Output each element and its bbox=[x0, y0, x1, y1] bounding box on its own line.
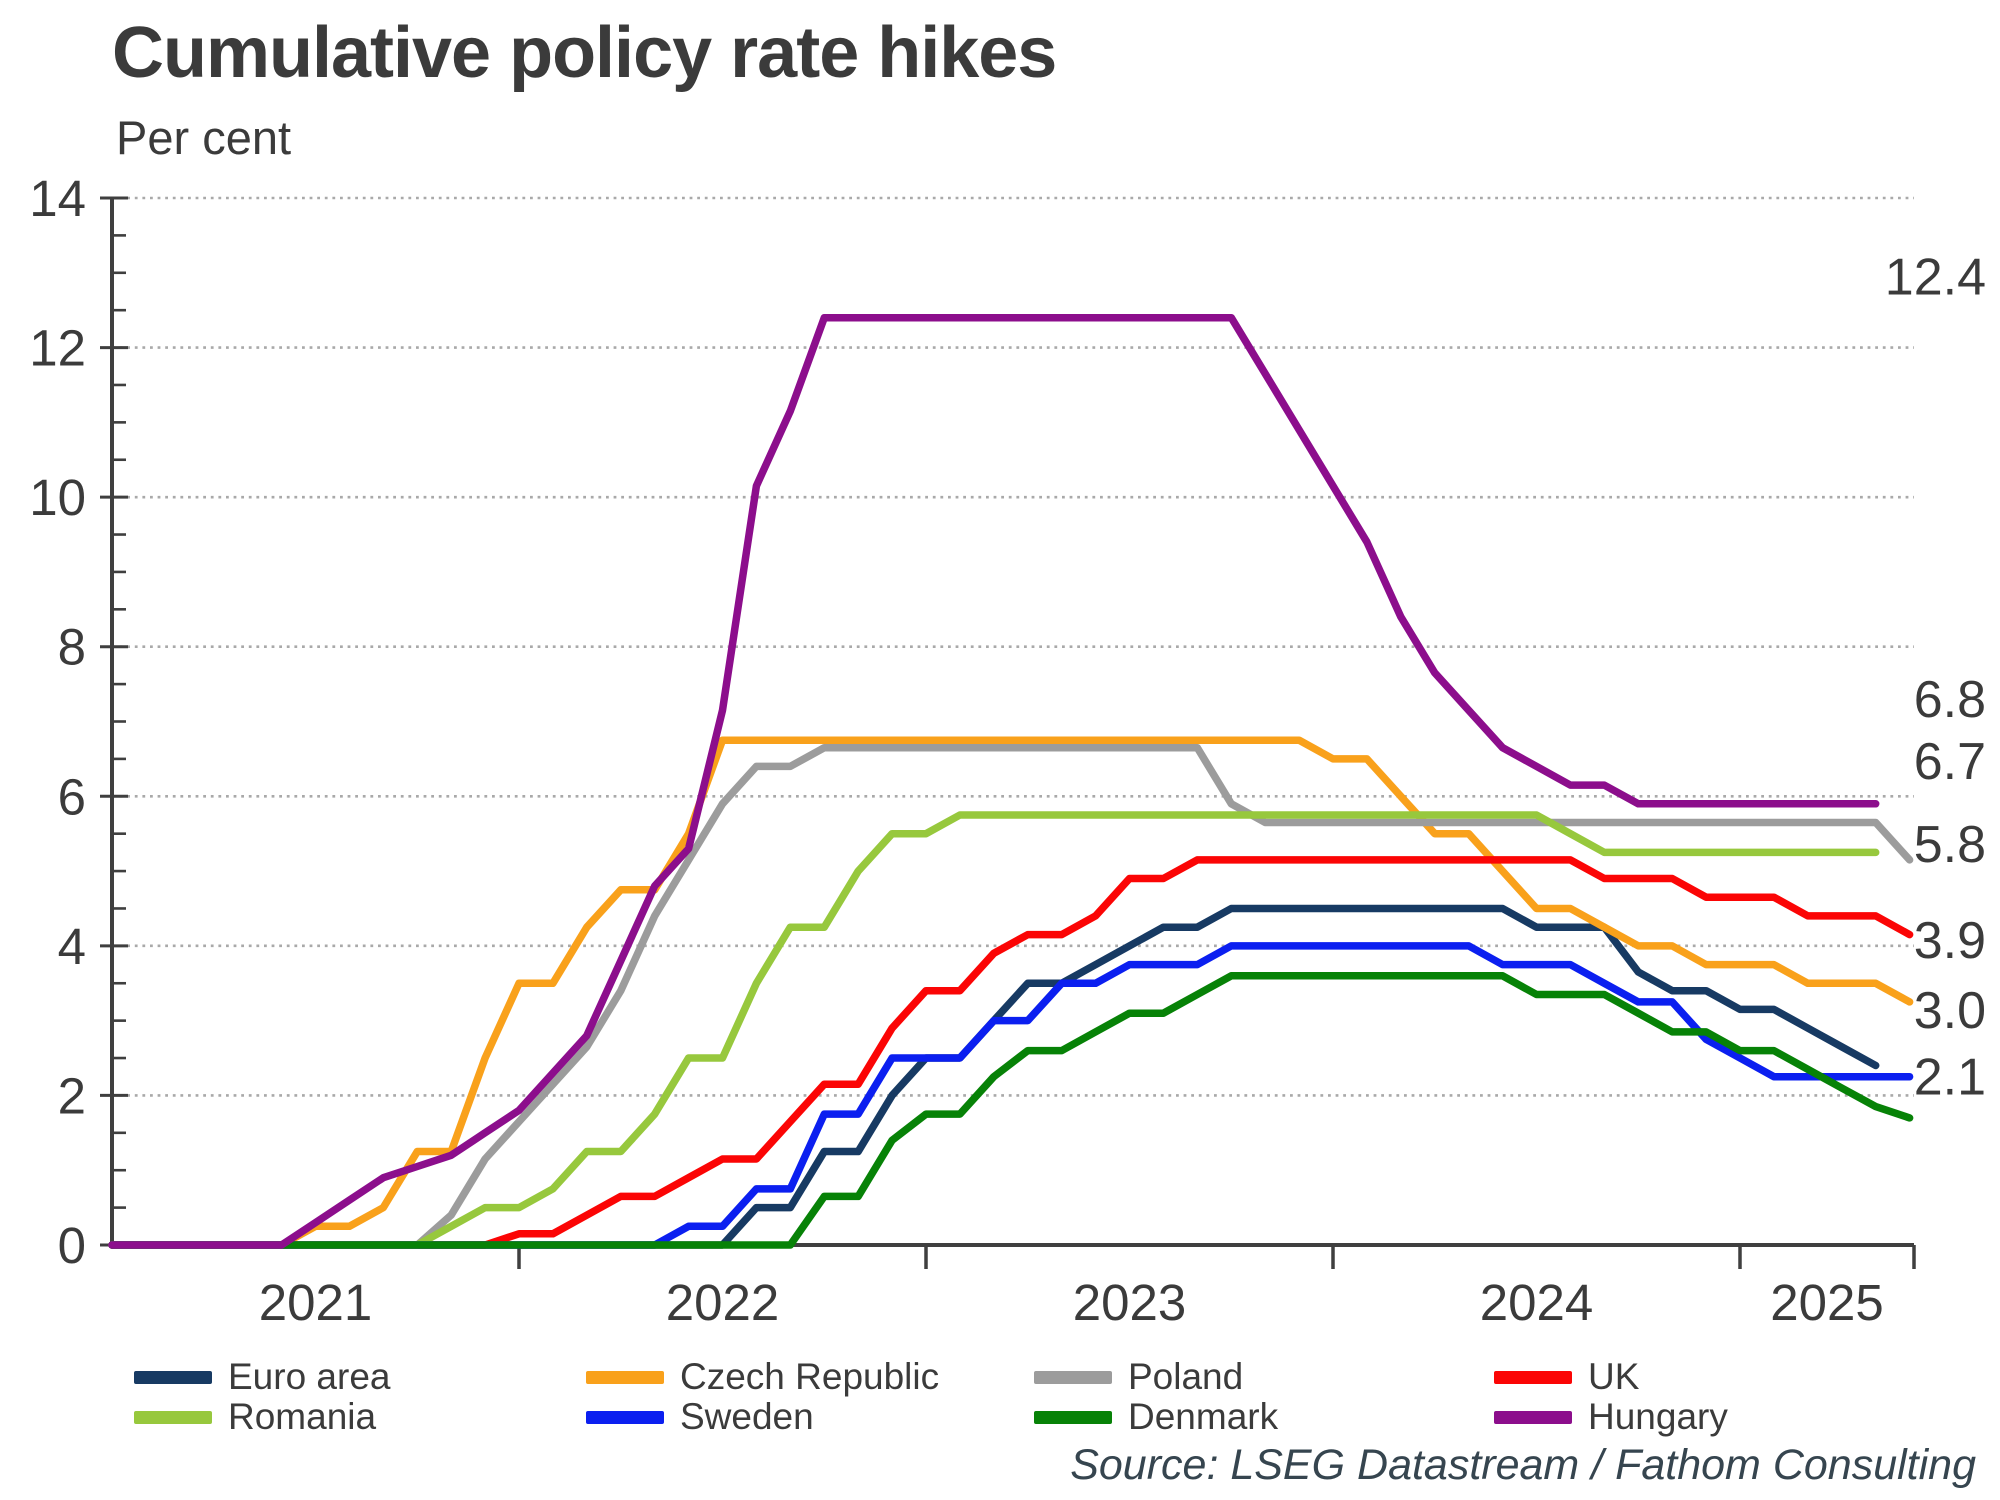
legend-item-hungary: Hungary bbox=[1494, 1396, 1728, 1437]
legend-label: Romania bbox=[228, 1396, 377, 1437]
legend-swatch-uk bbox=[1494, 1370, 1572, 1384]
legend-item-poland: Poland bbox=[1034, 1356, 1244, 1397]
series-line-czech-republic bbox=[108, 736, 1914, 1249]
end-value-label-6.7: 6.7 bbox=[1914, 733, 1986, 791]
legend-swatch-czech-republic bbox=[586, 1370, 664, 1384]
chart-title: Cumulative policy rate hikes bbox=[112, 13, 1057, 93]
x-tick-label-2025: 2025 bbox=[1770, 1274, 1883, 1331]
legend-swatch-hungary bbox=[1494, 1410, 1572, 1424]
legend-label: Denmark bbox=[1128, 1396, 1279, 1437]
legend-item-sweden: Sweden bbox=[586, 1396, 814, 1437]
x-tick-label-2024: 2024 bbox=[1480, 1274, 1593, 1331]
legend-item-euro-area: Euro area bbox=[134, 1356, 391, 1397]
legend-label: Sweden bbox=[680, 1396, 814, 1437]
legend-swatch-denmark bbox=[1034, 1410, 1112, 1424]
legend-swatch-euro-area bbox=[134, 1370, 212, 1384]
legend-item-czech-republic: Czech Republic bbox=[586, 1356, 940, 1397]
end-value-label-3.9: 3.9 bbox=[1914, 912, 1986, 970]
legend-item-denmark: Denmark bbox=[1034, 1396, 1279, 1437]
series-line-poland bbox=[108, 743, 1914, 1249]
legend-item-uk: UK bbox=[1494, 1356, 1640, 1397]
y-tick-label-2: 2 bbox=[58, 1067, 86, 1124]
end-value-label-2.1: 2.1 bbox=[1914, 1049, 1986, 1107]
source-note: Source: LSEG Datastream / Fathom Consult… bbox=[1070, 1441, 1976, 1489]
end-value-label-12.4: 12.4 bbox=[1885, 249, 1986, 307]
y-tick-label-14: 14 bbox=[29, 170, 86, 227]
end-value-label-5.8: 5.8 bbox=[1914, 816, 1986, 874]
end-value-label-6.8: 6.8 bbox=[1914, 671, 1986, 729]
x-tick-label-2022: 2022 bbox=[666, 1274, 779, 1331]
y-tick-label-4: 4 bbox=[58, 918, 86, 975]
legend-label: Poland bbox=[1128, 1356, 1244, 1397]
series-line-uk bbox=[108, 856, 1914, 1249]
series-line-hungary bbox=[108, 313, 1880, 1249]
y-tick-label-10: 10 bbox=[29, 469, 86, 526]
legend-label: UK bbox=[1588, 1356, 1640, 1397]
end-value-label-3.0: 3.0 bbox=[1914, 982, 1986, 1040]
legend-swatch-poland bbox=[1034, 1370, 1112, 1384]
y-tick-label-8: 8 bbox=[58, 619, 86, 676]
legend-swatch-sweden bbox=[586, 1410, 664, 1424]
series-line-denmark bbox=[108, 972, 1914, 1249]
x-tick-label-2023: 2023 bbox=[1073, 1274, 1186, 1331]
y-tick-label-0: 0 bbox=[58, 1217, 86, 1274]
legend-label: Euro area bbox=[228, 1356, 391, 1397]
y-tick-label-6: 6 bbox=[58, 768, 86, 825]
legend-label: Czech Republic bbox=[680, 1356, 940, 1397]
x-tick-label-2021: 2021 bbox=[259, 1274, 372, 1331]
legend-item-romania: Romania bbox=[134, 1396, 377, 1437]
legend-label: Hungary bbox=[1588, 1396, 1728, 1437]
legend-swatch-romania bbox=[134, 1410, 212, 1424]
y-tick-label-12: 12 bbox=[29, 320, 86, 377]
chart-subtitle: Per cent bbox=[116, 111, 292, 164]
